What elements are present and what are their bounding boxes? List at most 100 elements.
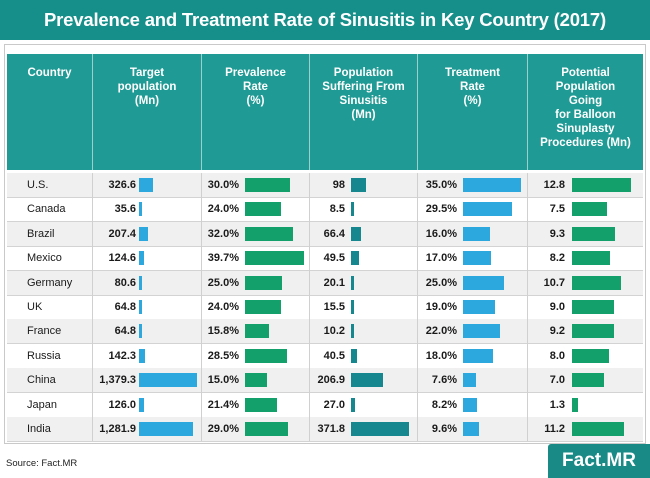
header-target-population: Target population (Mn) — [117, 67, 177, 107]
country-label: Canada — [27, 203, 66, 216]
table-header: Country Target population (Mn) Prevalenc… — [7, 54, 643, 170]
target-population-value: 207.4 — [108, 227, 136, 240]
header-balloon-sinuplasty: Potential Population Going for Balloon S… — [540, 67, 631, 149]
country-label: U.S. — [27, 179, 49, 191]
target-population-value: 64.8 — [114, 301, 136, 313]
balloon-sinuplasty-value: 7.5 — [549, 203, 565, 216]
header-separator — [201, 54, 202, 170]
treatment-rate-value: 35.0% — [425, 179, 457, 191]
header-country: Country — [27, 67, 72, 79]
prevalence-rate-value: 30.0% — [207, 179, 239, 191]
balloon-sinuplasty-value: 10.7 — [543, 276, 565, 289]
country-label: Russia — [27, 349, 61, 362]
column-divider — [92, 173, 93, 441]
treatment-rate-bar — [463, 422, 479, 436]
population-suffering-value: 206.9 — [317, 374, 345, 387]
prevalence-rate-bar — [245, 275, 283, 290]
prevalence-rate-bar — [245, 397, 277, 412]
table-row: U.S. 326.6 30.0% 98 35.0% 12.8 — [7, 173, 643, 198]
population-suffering-bar — [351, 226, 362, 241]
country-label: Brazil — [27, 227, 55, 240]
country-label: Germany — [27, 276, 73, 289]
prevalence-rate-bar — [245, 300, 281, 314]
population-suffering-bar — [351, 275, 355, 290]
population-suffering-bar — [351, 373, 384, 388]
country-label: China — [27, 374, 56, 387]
balloon-sinuplasty-value: 11.2 — [544, 423, 565, 435]
prevalence-rate-bar — [245, 202, 281, 217]
target-population-bar — [139, 251, 145, 266]
population-suffering-value: 98 — [332, 179, 345, 191]
table-row: Russia 142.3 28.5% 40.5 18.0% 8.0 — [7, 344, 643, 368]
prevalence-rate-value: 24.0% — [207, 203, 239, 216]
country-label: Mexico — [27, 252, 62, 265]
row-divider — [7, 392, 643, 394]
balloon-sinuplasty-bar — [572, 422, 624, 436]
country-label: UK — [27, 301, 43, 313]
population-suffering-value: 8.5 — [329, 203, 345, 216]
target-population-value: 1,281.9 — [99, 423, 136, 435]
treatment-rate-value: 18.0% — [425, 349, 457, 362]
balloon-sinuplasty-bar — [572, 178, 631, 192]
population-suffering-value: 49.5 — [323, 252, 345, 265]
population-suffering-bar — [351, 348, 358, 363]
prevalence-rate-value: 15.0% — [207, 374, 239, 387]
prevalence-rate-value: 39.7% — [207, 252, 239, 265]
prevalence-rate-bar — [245, 324, 269, 339]
prevalence-rate-value: 25.0% — [207, 276, 239, 289]
population-suffering-value: 371.8 — [317, 423, 345, 435]
table-row: Japan 126.0 21.4% 27.0 8.2% 1.3 — [7, 393, 643, 417]
table-row: India 1,281.9 29.0% 371.8 9.6% 11.2 — [7, 417, 643, 442]
table-row: Brazil 207.4 32.0% 66.4 16.0% 9.3 — [7, 221, 643, 247]
header-separator — [309, 54, 310, 170]
treatment-rate-value: 17.0% — [425, 252, 457, 265]
column-divider — [201, 173, 202, 441]
header-separator — [92, 54, 93, 170]
prevalence-rate-bar — [245, 226, 293, 241]
target-population-value: 124.6 — [108, 252, 136, 265]
balloon-sinuplasty-bar — [572, 300, 614, 314]
row-divider — [7, 196, 643, 198]
population-suffering-bar — [351, 300, 354, 314]
target-population-value: 1,379.3 — [99, 374, 136, 387]
target-population-value: 142.3 — [108, 349, 136, 362]
balloon-sinuplasty-value: 9.2 — [549, 325, 565, 338]
target-population-bar — [139, 324, 142, 339]
column-divider — [527, 173, 528, 441]
header-population-suffering: Population Suffering From Sinusitis (Mn) — [322, 67, 405, 121]
balloon-sinuplasty-value: 8.2 — [549, 252, 565, 265]
treatment-rate-bar — [463, 275, 505, 290]
table-row: Canada 35.6 24.0% 8.5 29.5% 7.5 — [7, 197, 643, 221]
prevalence-rate-value: 21.4% — [207, 398, 239, 411]
balloon-sinuplasty-bar — [572, 324, 615, 339]
source-note: Source: Fact.MR — [6, 458, 78, 469]
target-population-value: 126.0 — [108, 398, 136, 411]
prevalence-rate-value: 32.0% — [207, 227, 239, 240]
treatment-rate-bar — [463, 251, 492, 266]
prevalence-rate-bar — [245, 422, 289, 436]
row-divider — [7, 440, 643, 442]
table-row: Mexico 124.6 39.7% 49.5 17.0% 8.2 — [7, 246, 643, 270]
prevalence-rate-value: 28.5% — [207, 349, 239, 362]
treatment-rate-bar — [463, 178, 521, 192]
treatment-rate-bar — [463, 324, 500, 339]
header-prevalence-rate: Prevalence Rate (%) — [225, 67, 286, 107]
treatment-rate-bar — [463, 373, 476, 388]
target-population-bar — [139, 422, 193, 436]
balloon-sinuplasty-bar — [572, 397, 578, 412]
target-population-bar — [139, 348, 145, 363]
balloon-sinuplasty-value: 9.3 — [549, 227, 565, 240]
population-suffering-bar — [351, 178, 367, 192]
treatment-rate-bar — [463, 226, 490, 241]
prevalence-rate-bar — [245, 251, 304, 266]
column-divider — [309, 173, 310, 441]
balloon-sinuplasty-value: 1.3 — [549, 398, 565, 411]
treatment-rate-bar — [463, 202, 512, 217]
population-suffering-bar — [351, 397, 356, 412]
treatment-rate-value: 8.2% — [431, 398, 457, 411]
population-suffering-bar — [351, 251, 359, 266]
balloon-sinuplasty-bar — [572, 226, 615, 241]
row-divider — [7, 245, 643, 247]
balloon-sinuplasty-bar — [572, 373, 605, 388]
population-suffering-bar — [351, 324, 354, 339]
